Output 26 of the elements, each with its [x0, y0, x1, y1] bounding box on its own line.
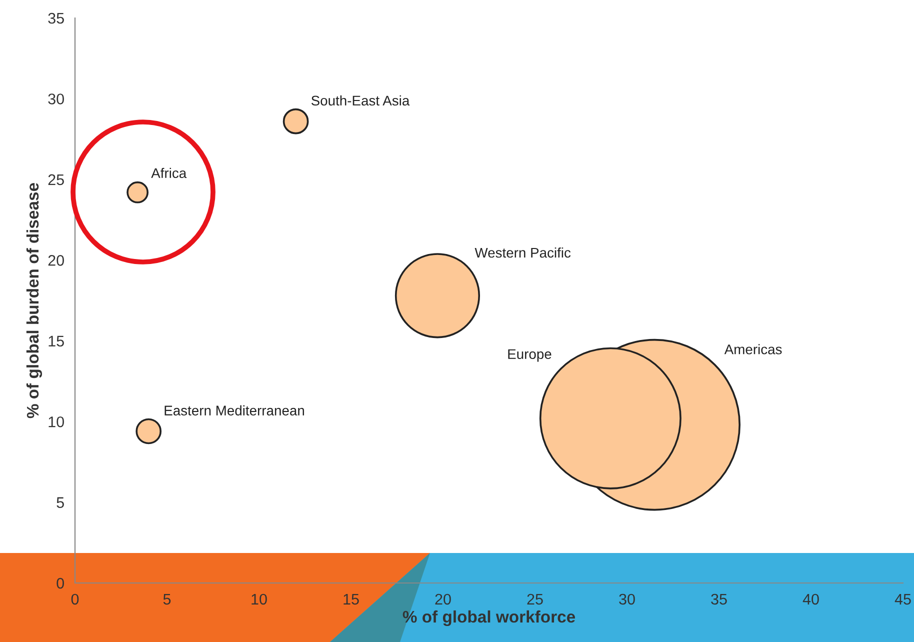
- x-tick-label: 30: [619, 594, 635, 605]
- x-tick-label: 5: [163, 594, 171, 605]
- series-label: Eastern Mediterranean: [164, 405, 304, 416]
- x-tick-label: 20: [435, 594, 451, 605]
- y-axis-title: % of global burden of disease: [26, 182, 42, 418]
- y-tick-label: 30: [48, 94, 64, 104]
- y-tick-label: 25: [48, 174, 64, 186]
- x-axis-title: % of global workforce: [402, 610, 576, 626]
- series-label: Western Pacific: [474, 247, 571, 258]
- series-label: South-East Asia: [311, 95, 410, 106]
- x-tick-label: 10: [252, 594, 267, 605]
- x-tick-label: 45: [894, 594, 911, 605]
- y-tick-label: 10: [48, 416, 64, 428]
- y-tick-label: 15: [48, 336, 64, 347]
- series-label: Africa: [151, 168, 187, 178]
- series-label: Europe: [508, 349, 552, 362]
- series-label: Americas: [724, 344, 782, 354]
- x-tick-label: 15: [344, 594, 359, 605]
- x-tick-label: 35: [711, 594, 727, 605]
- x-tick-label: 25: [527, 594, 543, 605]
- y-tick-label: 35: [48, 12, 64, 24]
- y-tick-label: 0: [56, 578, 64, 589]
- x-tick-label: 0: [71, 594, 79, 605]
- y-tick-label: 20: [48, 255, 64, 266]
- y-tick-label: 5: [56, 497, 64, 508]
- x-tick-label: 40: [802, 594, 819, 605]
